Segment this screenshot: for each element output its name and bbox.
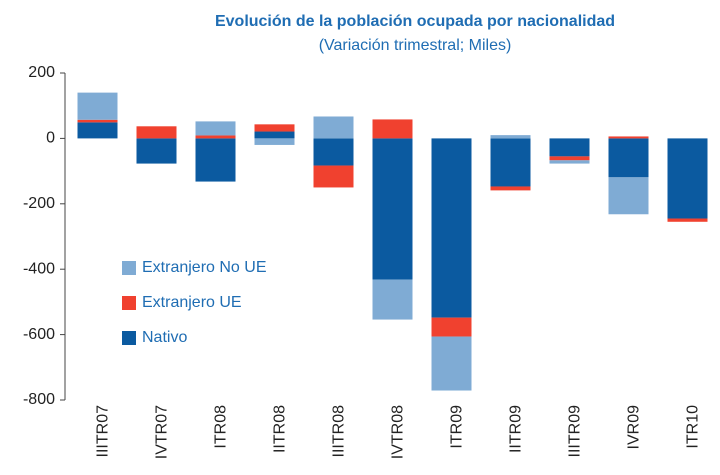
bar-segment — [136, 138, 177, 164]
bar-segment — [490, 186, 531, 191]
bar-segment — [254, 124, 295, 132]
bar-segment — [608, 138, 649, 178]
bar-segment — [490, 135, 531, 139]
bar-segment — [254, 131, 295, 139]
bar-segment — [77, 122, 118, 139]
bar-segment — [195, 138, 236, 182]
chart-subtitle: (Variación trimestral; Miles) — [319, 37, 512, 54]
y-tick-label: -800 — [23, 391, 55, 408]
legend-label: Extranjero UE — [142, 294, 242, 311]
x-tick-label: ITR08 — [213, 405, 230, 449]
bar-segment — [549, 160, 590, 164]
bar-segment — [313, 165, 354, 188]
x-tick-label: IIITR07 — [95, 405, 112, 458]
bar-segment — [667, 218, 708, 222]
x-tick-label: ITR09 — [449, 405, 466, 449]
bar-segment — [608, 177, 649, 215]
bar-segment — [608, 136, 649, 139]
legend-label: Nativo — [142, 329, 187, 346]
bar-segment — [195, 121, 236, 136]
bar-segment — [313, 138, 354, 166]
legend-swatch — [122, 331, 136, 345]
bar-segment — [549, 138, 590, 157]
bar-segment — [431, 336, 472, 391]
y-tick-label: -200 — [23, 195, 55, 212]
bar-segment — [372, 119, 413, 139]
y-tick-label: 0 — [46, 130, 55, 147]
legend-label: Extranjero No UE — [142, 259, 267, 276]
x-tick-label: IITR08 — [272, 405, 289, 453]
x-tick-label: ITR10 — [685, 405, 702, 449]
chart-title: Evolución de la población ocupada por na… — [215, 13, 615, 30]
bar-segment — [372, 138, 413, 280]
y-tick-label: -600 — [23, 326, 55, 343]
bar-segment — [667, 138, 708, 219]
bar-segment — [313, 116, 354, 139]
x-tick-label: IIITR09 — [567, 405, 584, 458]
x-tick-label: IITR09 — [508, 405, 525, 453]
bar-segment — [549, 156, 590, 161]
bar-segment — [490, 138, 531, 187]
y-tick-label: -400 — [23, 260, 55, 277]
bar-segment — [77, 92, 118, 120]
bar-segment — [431, 317, 472, 337]
bar-segment — [136, 126, 177, 139]
bar-segment — [195, 135, 236, 139]
bar-segment — [431, 138, 472, 318]
y-tick-label: 200 — [28, 64, 55, 81]
x-tick-label: IVTR07 — [154, 405, 171, 459]
x-tick-label: IVR09 — [626, 405, 643, 450]
bar-segment — [254, 138, 295, 145]
bar-segment — [77, 119, 118, 123]
bar-segment — [372, 279, 413, 320]
x-tick-label: IVTR08 — [390, 405, 407, 459]
legend-swatch — [122, 296, 136, 310]
x-tick-label: IIITR08 — [331, 405, 348, 458]
legend-swatch — [122, 261, 136, 275]
